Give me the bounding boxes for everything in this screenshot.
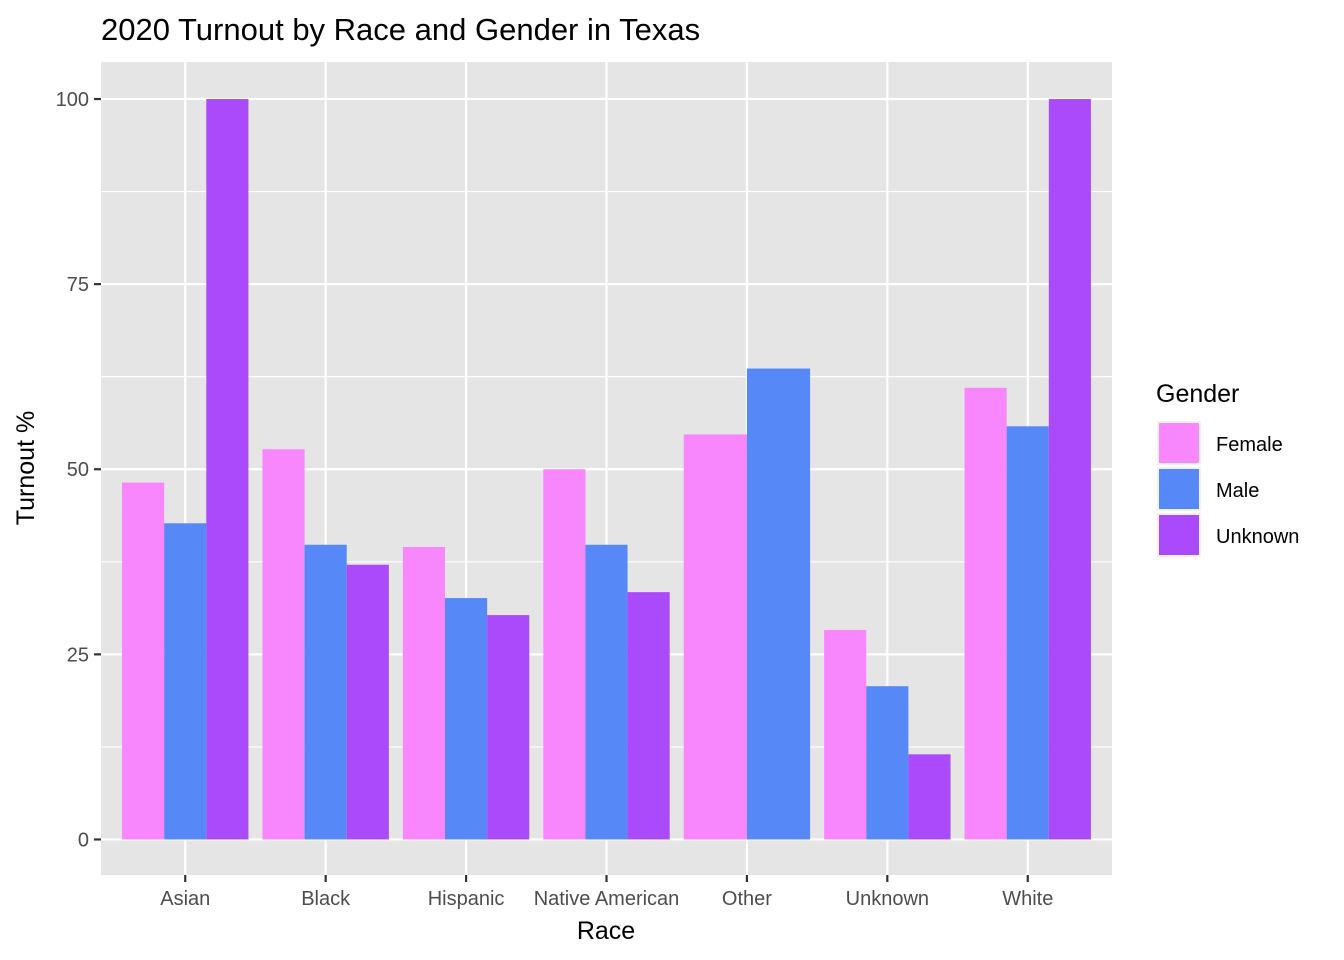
x-tick-label: Other (722, 888, 772, 910)
bar (402, 546, 446, 840)
bar (487, 615, 530, 840)
x-tick-label: Hispanic (428, 888, 505, 910)
x-axis-title: Race (577, 917, 635, 945)
legend-label: Female (1216, 434, 1283, 456)
x-tick-label: Unknown (846, 888, 929, 910)
y-axis-title: Turnout % (12, 411, 40, 525)
y-tick-label: 100 (56, 89, 89, 111)
bar (164, 523, 207, 840)
x-tick-label: Native American (534, 888, 680, 910)
bar (585, 544, 628, 840)
bars (122, 99, 1091, 840)
legend-swatch (1159, 423, 1199, 463)
y-tick-label: 25 (67, 644, 89, 666)
bar (866, 686, 909, 840)
bar (304, 544, 347, 840)
y-tick-label: 75 (67, 274, 89, 296)
y-tick-label: 50 (67, 459, 89, 481)
x-tick-label: Black (301, 888, 351, 910)
bar (262, 449, 305, 840)
chart-title: 2020 Turnout by Race and Gender in Texas (101, 12, 700, 47)
bar (683, 434, 747, 840)
y-tick-label: 0 (78, 829, 89, 851)
x-axis: Asian Black Hispanic Native American Other Un… (160, 875, 1053, 910)
bar (627, 592, 670, 840)
bar (122, 482, 165, 840)
legend-label: Unknown (1216, 526, 1299, 548)
bar (346, 564, 389, 840)
legend-swatch (1159, 469, 1199, 509)
bar (543, 469, 586, 840)
bar (746, 368, 811, 840)
x-tick-label: Asian (160, 888, 210, 910)
bar (206, 99, 249, 840)
legend-label: Male (1216, 480, 1259, 502)
bar (824, 629, 867, 840)
bar (964, 387, 1007, 840)
bar (445, 598, 488, 840)
y-axis: 0 25 50 75 100 (56, 89, 101, 851)
x-tick-label: White (1002, 888, 1053, 910)
legend-title: Gender (1156, 380, 1239, 408)
bar (1006, 426, 1049, 840)
legend: Gender Female Male Unknown (1156, 380, 1299, 557)
legend-swatch (1159, 515, 1199, 555)
bar (1048, 99, 1091, 840)
bar (908, 754, 951, 840)
